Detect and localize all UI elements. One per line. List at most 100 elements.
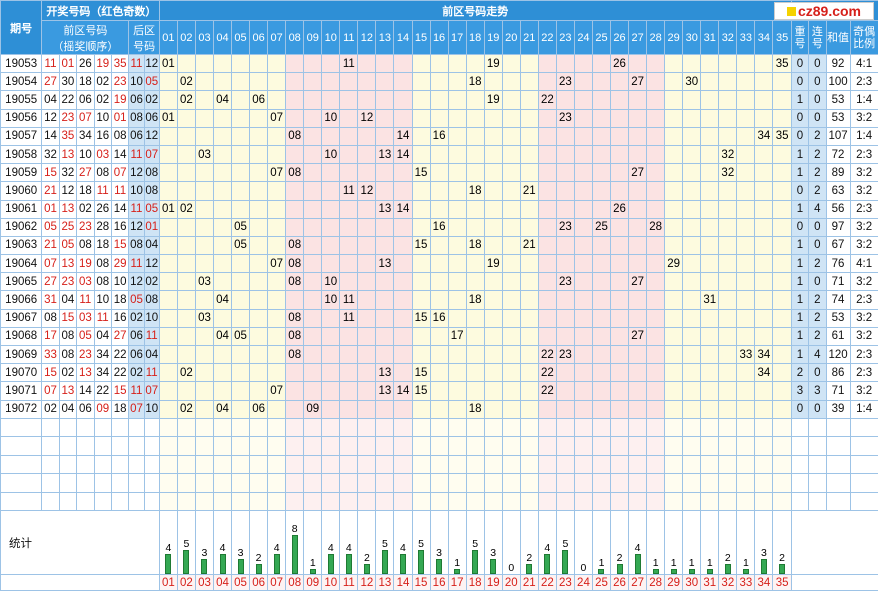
empty-cell bbox=[537, 491, 557, 512]
trend-cell: 33 bbox=[736, 344, 756, 365]
front-number: 16 bbox=[93, 126, 112, 146]
front-number: 01 bbox=[41, 199, 60, 219]
trend-cell bbox=[231, 363, 251, 383]
empty-cell bbox=[628, 417, 648, 438]
table-row: 19068 17 08 05 04 27 06 11 04 05 08 17 27 1 2 61 3:2 bbox=[0, 326, 878, 347]
empty-cell bbox=[718, 473, 738, 493]
trend-cell bbox=[375, 272, 395, 292]
trend-cell bbox=[736, 399, 756, 419]
trend-cell bbox=[194, 90, 214, 110]
repeat-count: 3 bbox=[790, 381, 810, 401]
trend-cell bbox=[664, 235, 684, 256]
front-number: 22 bbox=[58, 90, 78, 110]
stat-bar bbox=[562, 549, 569, 574]
footer-number-23: 23 bbox=[555, 574, 575, 592]
trend-cell bbox=[646, 235, 666, 256]
period-id: 19060 bbox=[0, 181, 43, 201]
trend-cell bbox=[176, 254, 196, 274]
stat-cell: 0 bbox=[501, 510, 521, 576]
trend-cell bbox=[646, 144, 666, 165]
trend-cell bbox=[501, 126, 521, 146]
trend-cell bbox=[700, 90, 720, 110]
back-number: 06 bbox=[143, 108, 160, 128]
trend-cell bbox=[411, 72, 431, 92]
trend-cell: 13 bbox=[375, 199, 395, 219]
trend-cell bbox=[537, 144, 557, 165]
empty-back bbox=[128, 454, 145, 475]
trend-cell bbox=[736, 126, 756, 146]
stat-cell: 5 bbox=[411, 510, 431, 576]
back-number: 08 bbox=[128, 108, 145, 128]
empty-cell bbox=[231, 436, 251, 456]
trend-cell bbox=[303, 381, 323, 401]
trend-cell bbox=[754, 326, 774, 347]
trend-cell bbox=[736, 144, 756, 165]
sum-value: 100 bbox=[825, 72, 851, 92]
front-number: 16 bbox=[110, 217, 130, 237]
empty-front bbox=[41, 454, 60, 475]
trend-cell: 32 bbox=[718, 163, 738, 183]
front-number: 08 bbox=[41, 308, 60, 328]
trend-cell bbox=[501, 272, 521, 292]
trend-cell bbox=[158, 272, 178, 292]
empty-summary bbox=[790, 454, 810, 475]
front-number: 18 bbox=[110, 290, 130, 310]
footer-number-20: 20 bbox=[501, 574, 521, 592]
trend-cell: 10 bbox=[321, 144, 341, 165]
odd-even-ratio: 1:4 bbox=[849, 126, 878, 146]
column-header-29: 29 bbox=[664, 20, 684, 55]
trend-cell bbox=[700, 235, 720, 256]
trend-cell bbox=[591, 181, 612, 201]
stat-cell: 4 bbox=[267, 510, 287, 576]
repeat-count: 0 bbox=[790, 53, 810, 74]
trend-cell bbox=[249, 235, 269, 256]
column-header-11: 11 bbox=[339, 20, 359, 55]
trend-cell bbox=[303, 181, 323, 201]
trend-cell: 16 bbox=[429, 308, 449, 328]
trend-cell: 23 bbox=[555, 344, 575, 365]
column-header-19: 19 bbox=[483, 20, 503, 55]
empty-cell bbox=[429, 436, 449, 456]
empty-front bbox=[93, 473, 112, 493]
trend-cell: 14 bbox=[393, 199, 413, 219]
column-header-30: 30 bbox=[682, 20, 702, 55]
trend-cell bbox=[303, 217, 323, 237]
trend-cell bbox=[646, 199, 666, 219]
trend-cell bbox=[267, 272, 287, 292]
stat-bar-wrap: 1 bbox=[593, 557, 609, 574]
empty-cell bbox=[411, 473, 431, 493]
trend-cell bbox=[429, 199, 449, 219]
front-number: 28 bbox=[93, 217, 112, 237]
empty-front bbox=[93, 436, 112, 456]
stats-label: 统计 bbox=[0, 510, 160, 576]
stat-bar bbox=[183, 549, 190, 574]
trend-cell bbox=[321, 363, 341, 383]
column-header-14: 14 bbox=[393, 20, 413, 55]
trend-cell bbox=[194, 254, 214, 274]
site-logo[interactable]: cz89.com bbox=[774, 2, 874, 20]
front-number: 11 bbox=[76, 290, 95, 310]
empty-cell bbox=[267, 417, 287, 438]
trend-cell bbox=[772, 326, 792, 347]
column-header-10: 10 bbox=[321, 20, 341, 55]
trend-cell: 28 bbox=[646, 217, 666, 237]
stat-count: 2 bbox=[616, 551, 623, 564]
trend-cell bbox=[465, 308, 485, 328]
stat-cell: 2 bbox=[610, 510, 630, 576]
trend-cell bbox=[646, 126, 666, 146]
trend-cell bbox=[429, 272, 449, 292]
column-header-07: 07 bbox=[267, 20, 287, 55]
empty-cell bbox=[610, 491, 630, 512]
trend-cell bbox=[718, 326, 738, 347]
trend-cell bbox=[537, 308, 557, 328]
trend-cell bbox=[700, 381, 720, 401]
trend-cell bbox=[555, 308, 575, 328]
trend-cell bbox=[339, 399, 359, 419]
trend-cell bbox=[411, 199, 431, 219]
empty-cell bbox=[610, 454, 630, 475]
footer-number-19: 19 bbox=[483, 574, 503, 592]
trend-cell bbox=[682, 126, 702, 146]
trend-cell bbox=[231, 272, 251, 292]
column-header-05: 05 bbox=[231, 20, 251, 55]
consecutive-count: 2 bbox=[808, 290, 827, 310]
